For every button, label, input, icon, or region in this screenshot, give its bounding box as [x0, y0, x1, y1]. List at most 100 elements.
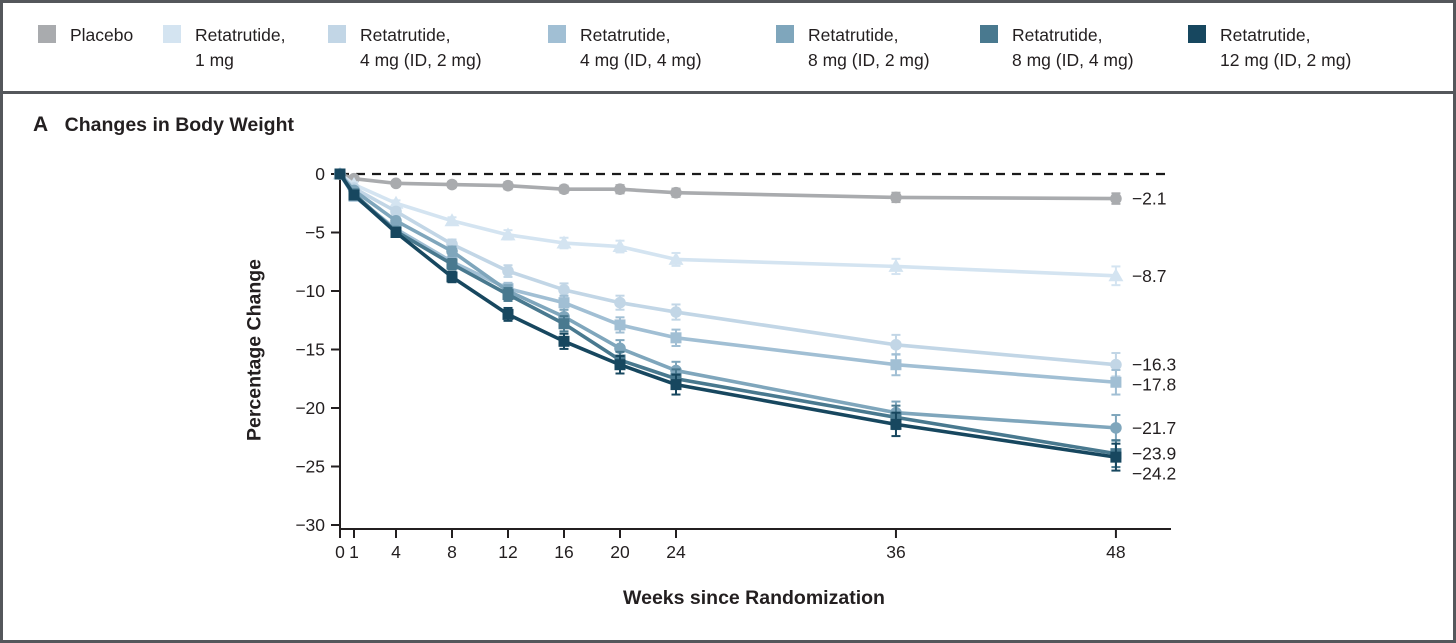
marker-circle [558, 284, 570, 296]
marker-square [614, 319, 626, 331]
marker-square [390, 227, 402, 238]
marker-square [614, 359, 626, 371]
marker-square [502, 308, 514, 320]
y-tick-label: −20 [295, 398, 325, 418]
marker-square [558, 318, 570, 330]
marker-circle [890, 339, 902, 351]
marker-circle [502, 179, 514, 192]
legend-swatch-retatrutide-4mg-id2 [328, 25, 346, 43]
series-line [338, 173, 1117, 459]
marker-square [446, 258, 458, 270]
marker-circle [446, 178, 458, 191]
marker-square [502, 289, 514, 301]
marker-square [890, 418, 902, 430]
legend-label-retatrutide-12mg-id2: Retatrutide, 12 mg (ID, 2 mg) [1220, 25, 1352, 70]
legend-item-retatrutide-4mg-id2: Retatrutide, 4 mg (ID, 2 mg) [328, 23, 482, 73]
legend-swatch-retatrutide-12mg-id2 [1188, 25, 1206, 43]
legend-item-retatrutide-4mg-id4: Retatrutide, 4 mg (ID, 4 mg) [548, 23, 702, 73]
x-axis-title: Weeks since Randomization [623, 587, 885, 609]
marker-circle [1110, 192, 1122, 205]
legend-label-retatrutide-8mg-id2: Retatrutide, 8 mg (ID, 2 mg) [808, 25, 930, 70]
marker-square [446, 271, 458, 283]
end-value-label: −8.7 [1132, 266, 1167, 286]
x-tick-label: 24 [666, 542, 686, 562]
panel-title: A Changes in Body Weight [33, 113, 294, 137]
legend-item-retatrutide-1mg: Retatrutide, 1 mg [163, 23, 285, 73]
legend-item-placebo: Placebo [38, 23, 133, 48]
series-line [339, 172, 1116, 201]
legend-swatch-retatrutide-8mg-id2 [776, 25, 794, 43]
y-tick-label: −30 [295, 515, 325, 535]
marker-triangle [612, 239, 628, 253]
series-retatrutide-8-mg-id-2-mg [334, 168, 1122, 442]
legend-swatch-retatrutide-4mg-id4 [548, 25, 566, 43]
marker-circle [670, 306, 682, 318]
marker-circle [1110, 358, 1122, 371]
marker-circle [390, 177, 402, 190]
end-value-label: −17.8 [1132, 375, 1176, 395]
marker-square [558, 297, 570, 309]
legend-label-retatrutide-8mg-id4: Retatrutide, 8 mg (ID, 4 mg) [1012, 25, 1134, 70]
marker-square [670, 332, 682, 344]
marker-square [334, 168, 346, 180]
x-tick-label: 48 [1106, 542, 1125, 562]
end-value-label: −24.2 [1132, 464, 1176, 484]
marker-triangle [668, 251, 684, 265]
marker-circle [502, 265, 514, 277]
y-tick-label: −25 [295, 457, 325, 477]
series-line [338, 172, 1117, 430]
legend-swatch-retatrutide-1mg [163, 25, 181, 43]
marker-triangle [888, 258, 904, 272]
legend-item-retatrutide-12mg-id2: Retatrutide, 12 mg (ID, 2 mg) [1188, 23, 1351, 73]
marker-circle [890, 191, 902, 204]
x-tick-label: 8 [447, 542, 457, 562]
legend-swatch-retatrutide-8mg-id4 [980, 25, 998, 43]
marker-circle [1110, 422, 1122, 434]
end-value-label: −21.7 [1132, 418, 1176, 438]
line-chart: 0−5−10−15−20−25−300 1 4 8 12 16 20 24 36 48−2.1−8… [295, 164, 1176, 562]
x-tick-label: 16 [554, 542, 573, 562]
series-placebo [334, 168, 1122, 205]
panel-letter: A [33, 113, 49, 136]
marker-square [670, 379, 682, 391]
chart-legend: Placebo Retatrutide, 1 mg Retatrutide, 4 m… [3, 3, 1453, 94]
series-retatrutide-12-mg-id-2-mg [334, 168, 1122, 472]
series-line [338, 172, 1117, 456]
series-line [338, 172, 1116, 278]
legend-label-retatrutide-1mg: Retatrutide, 1 mg [195, 25, 286, 70]
marker-circle [390, 215, 402, 227]
marker-triangle [500, 227, 516, 241]
x-tick-label: 12 [498, 542, 517, 562]
marker-square [558, 335, 570, 347]
legend-item-retatrutide-8mg-id2: Retatrutide, 8 mg (ID, 2 mg) [776, 23, 930, 73]
legend-swatch-placebo [38, 25, 56, 43]
x-tick-label: 36 [886, 542, 905, 562]
marker-square [890, 359, 902, 371]
marker-circle [614, 296, 626, 309]
series-retatrutide-8-mg-id-4-mg [334, 168, 1122, 469]
x-tick-label: 20 [610, 542, 630, 562]
marker-triangle [556, 235, 572, 249]
y-tick-label: −5 [305, 223, 325, 243]
y-tick-label: −15 [295, 340, 325, 360]
marker-triangle [444, 213, 460, 227]
legend-label-retatrutide-4mg-id4: Retatrutide, 4 mg (ID, 4 mg) [580, 25, 702, 70]
marker-square [348, 189, 360, 201]
marker-circle [390, 205, 402, 218]
legend-label-retatrutide-4mg-id2: Retatrutide, 4 mg (ID, 2 mg) [360, 25, 482, 70]
marker-circle [614, 183, 626, 196]
marker-triangle [1108, 268, 1124, 282]
series-retatrutide-1-mg [332, 166, 1124, 287]
x-tick-label: 0 [335, 542, 345, 562]
marker-triangle [388, 195, 404, 209]
legend-item-retatrutide-8mg-id4: Retatrutide, 8 mg (ID, 4 mg) [980, 23, 1134, 73]
legend-label-placebo: Placebo [70, 25, 134, 45]
end-value-label: −2.1 [1132, 189, 1167, 209]
y-tick-label: 0 [315, 164, 325, 184]
end-value-label: −23.9 [1132, 444, 1176, 464]
marker-square [1110, 451, 1122, 463]
series-retatrutide-4-mg-id-2-mg [334, 168, 1122, 378]
x-tick-label: 1 [349, 542, 359, 562]
marker-square [1110, 376, 1122, 388]
marker-circle [670, 186, 682, 199]
